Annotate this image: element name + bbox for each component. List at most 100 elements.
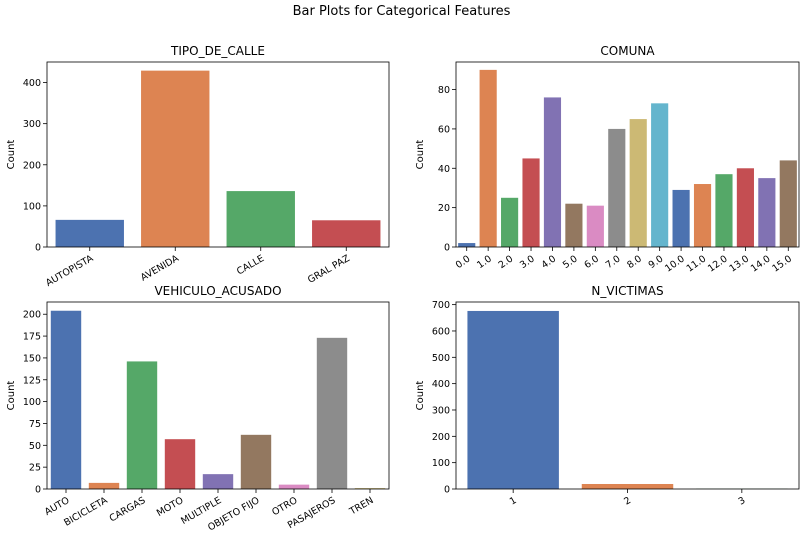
chart-title: COMUNA [600, 44, 655, 58]
bar-calle [226, 191, 295, 247]
bar-tren [354, 488, 386, 489]
x-tick-label: 7.0 [604, 253, 623, 271]
y-tick-label: 0 [35, 243, 41, 254]
y-tick-label: 25 [29, 463, 41, 474]
chart-tipo-de-calle: TIPO_DE_CALLE Count 0 100 200 300 400 AUTOPISTA… [6, 44, 390, 289]
y-axis-label: Count [415, 140, 426, 170]
bar-15-0 [779, 160, 797, 247]
chart-n-victimas: N_VICTIMAS Count 0 100 200 300 400 500 600 700 1 2 3 [415, 284, 800, 508]
x-tick-label: 11.0 [685, 253, 709, 274]
bar-moto [164, 439, 196, 489]
axes-frame [455, 301, 800, 490]
x-tick-label: 4.0 [540, 253, 559, 271]
axes-frame [46, 61, 390, 248]
x-tick-label: CARGAS [108, 495, 148, 524]
bar-1-0 [479, 69, 497, 247]
bar-2 [581, 483, 674, 489]
bar-4-0 [543, 97, 562, 247]
chart-title: TIPO_DE_CALLE [170, 44, 265, 58]
y-tick-label: 40 [438, 164, 450, 175]
x-tick-label: 3 [737, 495, 748, 508]
bar-gral-paz [312, 220, 381, 247]
y-tick-label: 100 [23, 397, 41, 408]
x-tick-label: 10.0 [663, 253, 687, 274]
bar-9-0 [651, 103, 669, 247]
bar-8-0 [629, 119, 647, 247]
bar-6-0 [586, 205, 604, 247]
x-tick-label: 14.0 [749, 253, 773, 274]
bar-11-0 [693, 184, 712, 247]
y-tick-label: 100 [23, 201, 41, 212]
y-axis-label: Count [6, 140, 17, 170]
bar-cargas [126, 361, 158, 489]
y-tick-label: 400 [23, 78, 41, 89]
y-tick-label: 75 [29, 419, 41, 430]
x-tick-label: 13.0 [727, 253, 751, 274]
y-tick-label: 0 [444, 243, 450, 254]
x-tick-label: 3.0 [518, 253, 537, 271]
y-tick-label: 100 [432, 458, 450, 469]
y-tick-label: 125 [23, 375, 41, 386]
chart-title: VEHICULO_ACUSADO [154, 284, 281, 298]
bar-5-0 [565, 203, 583, 247]
bar-bicicleta [88, 482, 120, 489]
y-tick-label: 80 [438, 85, 450, 96]
x-tick-label: 0.0 [454, 253, 473, 271]
bar-pasajeros [316, 337, 348, 489]
bar-13-0 [736, 168, 754, 247]
x-tick-label: 9.0 [647, 253, 666, 271]
x-tick-label: AUTO [43, 495, 72, 518]
y-tick-label: 0 [35, 485, 41, 496]
y-tick-label: 400 [432, 379, 450, 390]
y-tick-label: 150 [23, 353, 41, 364]
x-tick-label: 8.0 [625, 253, 644, 271]
x-tick-label: 12.0 [706, 253, 730, 274]
x-tick-label: 1 [508, 495, 519, 508]
bar-1 [467, 310, 559, 489]
y-axis-label: Count [415, 381, 426, 411]
bar-avenida [141, 70, 210, 247]
y-tick-label: 200 [432, 432, 450, 443]
y-tick-label: 500 [432, 353, 450, 364]
bar-3-0 [522, 158, 540, 247]
x-tick-label: CALLE [235, 253, 266, 277]
figure-suptitle: Bar Plots for Categorical Features [292, 4, 511, 19]
bar-auto [50, 310, 82, 489]
x-tick-label: 6.0 [582, 253, 601, 271]
bar-0-0 [458, 243, 476, 247]
x-tick-label: AVENIDA [139, 253, 181, 284]
bar-objeto-fijo [240, 434, 272, 489]
x-tick-label: 2 [622, 495, 633, 508]
x-tick-label: TREN [347, 495, 375, 518]
x-tick-label: GRAL PAZ [306, 253, 352, 286]
y-tick-label: 60 [438, 124, 450, 135]
x-tick-label: 15.0 [770, 253, 794, 274]
y-tick-label: 300 [432, 405, 450, 416]
x-tick-label: 5.0 [561, 253, 580, 271]
y-tick-label: 300 [23, 119, 41, 130]
bar-otro [278, 484, 310, 489]
y-tick-label: 200 [23, 160, 41, 171]
y-tick-label: 175 [23, 332, 41, 343]
axes-frame [455, 61, 800, 248]
bar-autopista [55, 219, 124, 247]
bar-10-0 [672, 189, 690, 247]
bar-14-0 [758, 178, 776, 247]
y-tick-label: 700 [432, 300, 450, 311]
y-tick-label: 600 [432, 326, 450, 337]
x-tick-label: BICICLETA [62, 495, 110, 529]
y-tick-label: 200 [23, 310, 41, 321]
bar-2-0 [501, 197, 519, 247]
y-tick-label: 0 [444, 485, 450, 496]
y-tick-label: 50 [29, 441, 41, 452]
chart-title: N_VICTIMAS [591, 284, 663, 298]
bar-12-0 [715, 174, 733, 247]
chart-comuna: COMUNA Count 0 20 40 60 80 0.0 1.0 2.0 3.0 4.0 5.0 6.… [415, 44, 800, 275]
bar-7-0 [608, 128, 626, 247]
x-tick-label: 2.0 [497, 253, 516, 271]
x-tick-label: AUTOPISTA [44, 253, 96, 289]
chart-vehiculo-acusado: VEHICULO_ACUSADO Count 0 25 50 75 100 125 150 175… [6, 284, 390, 533]
bar-multiple [202, 474, 234, 489]
axes-frame [46, 301, 390, 490]
